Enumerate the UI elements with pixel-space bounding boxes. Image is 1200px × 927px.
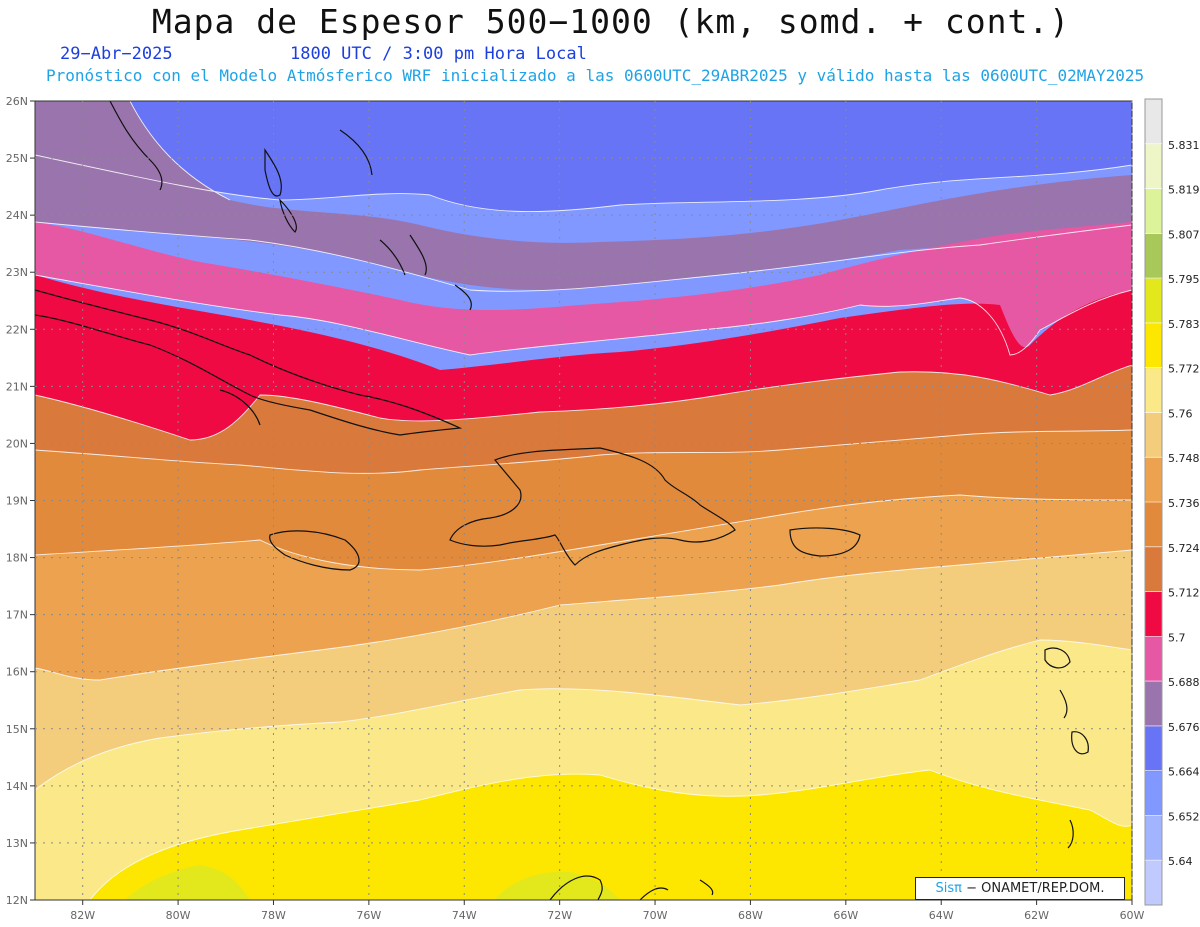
colorbar-swatch — [1145, 860, 1162, 906]
colorbar-level-label: 5.736 — [1168, 497, 1200, 510]
colorbar-swatch — [1145, 591, 1162, 637]
x-tick-labels: 82W 80W 78W 76W 74W 72W 70W 68W 66W 64W 62W 60W — [70, 900, 1145, 922]
credit-brand: Sisπ — [935, 881, 962, 896]
colorbar-level-label: 5.724 — [1168, 542, 1200, 555]
band-5.676 — [35, 101, 1132, 290]
y-tick-label: 16N — [6, 666, 28, 679]
y-tick-label: 18N — [6, 552, 28, 565]
x-tick-label: 64W — [929, 909, 954, 922]
band-5.688 — [35, 222, 1132, 355]
thickness-field — [35, 101, 1132, 900]
band-5.712 — [35, 365, 1132, 474]
colorbar-swatch — [1145, 636, 1162, 682]
colorbar-level-label: 5.652 — [1168, 810, 1200, 823]
y-tick-label: 13N — [6, 837, 28, 850]
colorbar-swatch — [1145, 322, 1162, 369]
colorbar-level-label: 5.64 — [1168, 855, 1193, 868]
x-tick-label: 80W — [166, 909, 191, 922]
colorbar-swatch — [1145, 681, 1162, 727]
colorbar-swatch — [1145, 99, 1162, 145]
colorbar-level-label: 5.831 — [1168, 139, 1200, 152]
colorbar-level-label: 5.783 — [1168, 318, 1200, 331]
y-tick-label: 21N — [6, 380, 28, 393]
y-tick-label: 23N — [6, 266, 28, 279]
colorbar-swatch — [1145, 143, 1162, 190]
y-tick-labels: 12N 13N 14N 15N 16N 17N 18N 19N 20N 21N 22N 23N 24N 2… — [6, 95, 35, 907]
band-5.772 — [35, 770, 1132, 900]
colorbar-swatch — [1145, 546, 1162, 593]
colorbar-swatch — [1145, 367, 1162, 413]
colorbar-level-label: 5.712 — [1168, 587, 1200, 600]
gridlines — [35, 101, 1133, 900]
x-tick-label: 66W — [833, 909, 858, 922]
y-tick-label: 20N — [6, 437, 28, 450]
forecast-date: 29−Abr−2025 — [60, 44, 173, 64]
thickness-map: 82W 80W 78W 76W 74W 72W 70W 68W 66W 64W 62W 60W 12N… — [6, 95, 1200, 922]
y-tick-label: 12N — [6, 894, 28, 907]
y-tick-label: 15N — [6, 723, 28, 736]
colorbar-level-label: 5.807 — [1168, 228, 1200, 241]
band-5.783-south — [495, 871, 620, 900]
y-tick-label: 25N — [6, 152, 28, 165]
colorbar-level-label: 5.76 — [1168, 407, 1193, 420]
band-5.783-west — [125, 865, 250, 900]
x-tick-label: 76W — [356, 909, 381, 922]
colorbar-swatch — [1145, 233, 1162, 279]
y-tick-label: 24N — [6, 209, 28, 222]
colorbar-level-label: 5.664 — [1168, 766, 1200, 779]
y-tick-label: 26N — [6, 95, 28, 108]
coastlines — [35, 101, 1089, 900]
band-5.7 — [35, 275, 1132, 440]
colorbar-level-label: 5.819 — [1168, 184, 1200, 197]
model-run-info: Pronóstico con el Modelo Atmósferico WRF… — [46, 66, 1145, 85]
y-tick-label: 14N — [6, 780, 28, 793]
colorbar-level-label: 5.676 — [1168, 721, 1200, 734]
credit-box: Sisπ − ONAMET/REP.DOM. — [915, 877, 1125, 900]
band-5.748 — [35, 550, 1132, 790]
y-tick-label: 22N — [6, 323, 28, 336]
x-tick-label: 70W — [643, 909, 668, 922]
credit-text: − ONAMET/REP.DOM. — [961, 881, 1105, 896]
colorbar: 5.64 5.652 5.664 5.676 5.688 5.7 5.712 5.724 5.7… — [1144, 98, 1200, 906]
contour-lines — [35, 101, 1132, 900]
band-5.664-fill — [35, 101, 1132, 212]
band-5.724 — [35, 430, 1132, 570]
colorbar-level-label: 5.748 — [1168, 452, 1200, 465]
y-tick-label: 19N — [6, 495, 28, 508]
colorbar-swatch — [1145, 412, 1162, 458]
colorbar-level-label: 5.7 — [1168, 631, 1186, 644]
colorbar-swatch — [1145, 725, 1162, 772]
x-tick-label: 72W — [547, 909, 572, 922]
colorbar-swatch — [1145, 815, 1162, 861]
colorbar-swatch — [1145, 457, 1162, 503]
x-tick-label: 68W — [738, 909, 763, 922]
y-tick-label: 17N — [6, 609, 28, 622]
x-tick-label: 74W — [452, 909, 477, 922]
colorbar-level-label: 5.772 — [1168, 363, 1200, 376]
colorbar-swatch — [1145, 188, 1162, 234]
x-tick-label: 82W — [70, 909, 95, 922]
band-5.676-west — [35, 101, 230, 222]
x-tick-label: 60W — [1120, 909, 1145, 922]
colorbar-swatch — [1145, 770, 1162, 816]
colorbar-swatch — [1145, 502, 1162, 548]
x-tick-label: 78W — [261, 909, 286, 922]
map-title: Mapa de Espesor 500−1000 (km, somd. + co… — [151, 2, 1071, 41]
forecast-time: 1800 UTC / 3:00 pm Hora Local — [290, 44, 587, 64]
colorbar-level-label: 5.688 — [1168, 676, 1200, 689]
colorbar-swatch — [1145, 278, 1162, 324]
colorbar-level-label: 5.795 — [1168, 273, 1200, 286]
x-tick-label: 62W — [1024, 909, 1049, 922]
